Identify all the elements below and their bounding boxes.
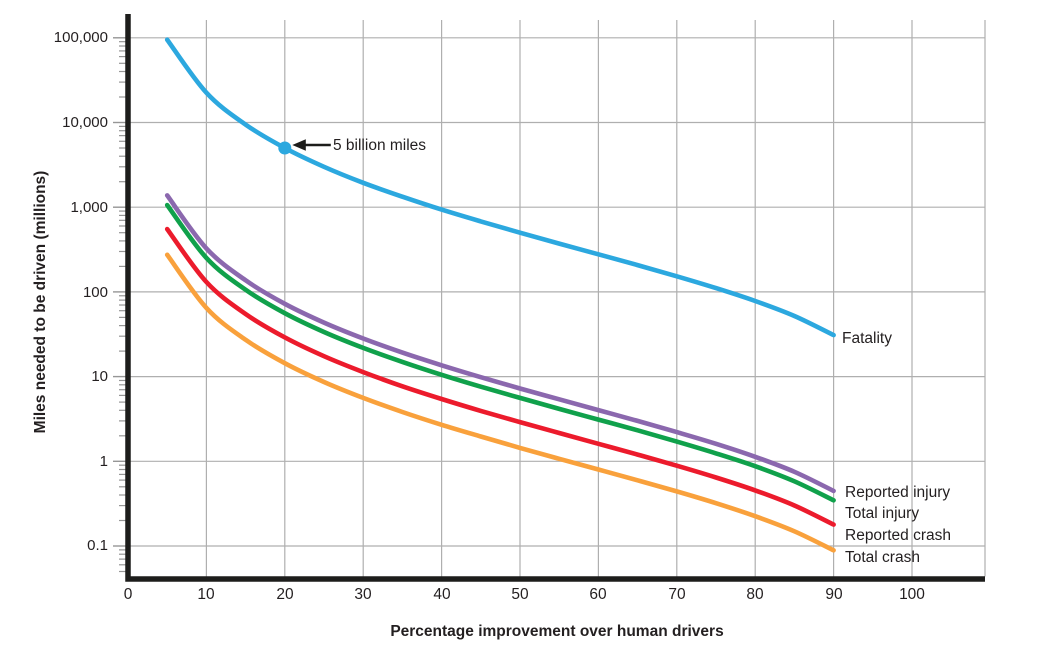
y-tick-label: 100: [82, 284, 108, 301]
y-tick-label: 1: [99, 453, 108, 470]
x-axis-title: Percentage improvement over human driver…: [390, 623, 724, 640]
y-tick-label: 1,000: [70, 199, 108, 216]
y-tick-label: 100,000: [53, 29, 108, 46]
x-tick-label: 80: [746, 586, 764, 603]
y-tick-label: 0.1: [87, 537, 108, 554]
x-tick-label: 0: [123, 586, 133, 603]
x-tick-label: 60: [589, 586, 607, 603]
curve-reported-injury: [164, 193, 836, 494]
x-tick-label: 20: [276, 586, 294, 603]
series-label-reported-injury: Reported injury: [845, 484, 951, 501]
series-label-reported-crash: Reported crash: [845, 527, 951, 544]
series-label-total-crash: Total crash: [845, 549, 920, 566]
x-tick-label: 40: [433, 586, 451, 603]
y-tick-label: 10: [91, 368, 108, 385]
y-axis-title: Miles needed to be driven (millions): [32, 170, 49, 434]
x-tick-label: 90: [825, 586, 843, 603]
axis-lines: [125, 14, 985, 582]
curve-total-crash: [164, 252, 836, 553]
x-tick-label: 50: [511, 586, 529, 603]
x-tick-label: 100: [899, 586, 925, 603]
series-label-fatality: Fatality: [842, 330, 892, 347]
annotation-arrowhead-icon: [292, 139, 306, 151]
annotation-5-billion-miles: 5 billion miles: [333, 137, 427, 154]
curve-reported-crash: [164, 226, 836, 527]
x-tick-label: 10: [197, 586, 215, 603]
curve-total-injury: [164, 202, 836, 503]
series-label-total-injury: Total injury: [845, 505, 920, 522]
x-tick-label: 70: [668, 586, 686, 603]
y-tick-label: 10,000: [62, 114, 108, 131]
x-tick-label: 30: [354, 586, 372, 603]
annotation-dot: [278, 141, 292, 155]
curve-fatality: [164, 37, 836, 338]
